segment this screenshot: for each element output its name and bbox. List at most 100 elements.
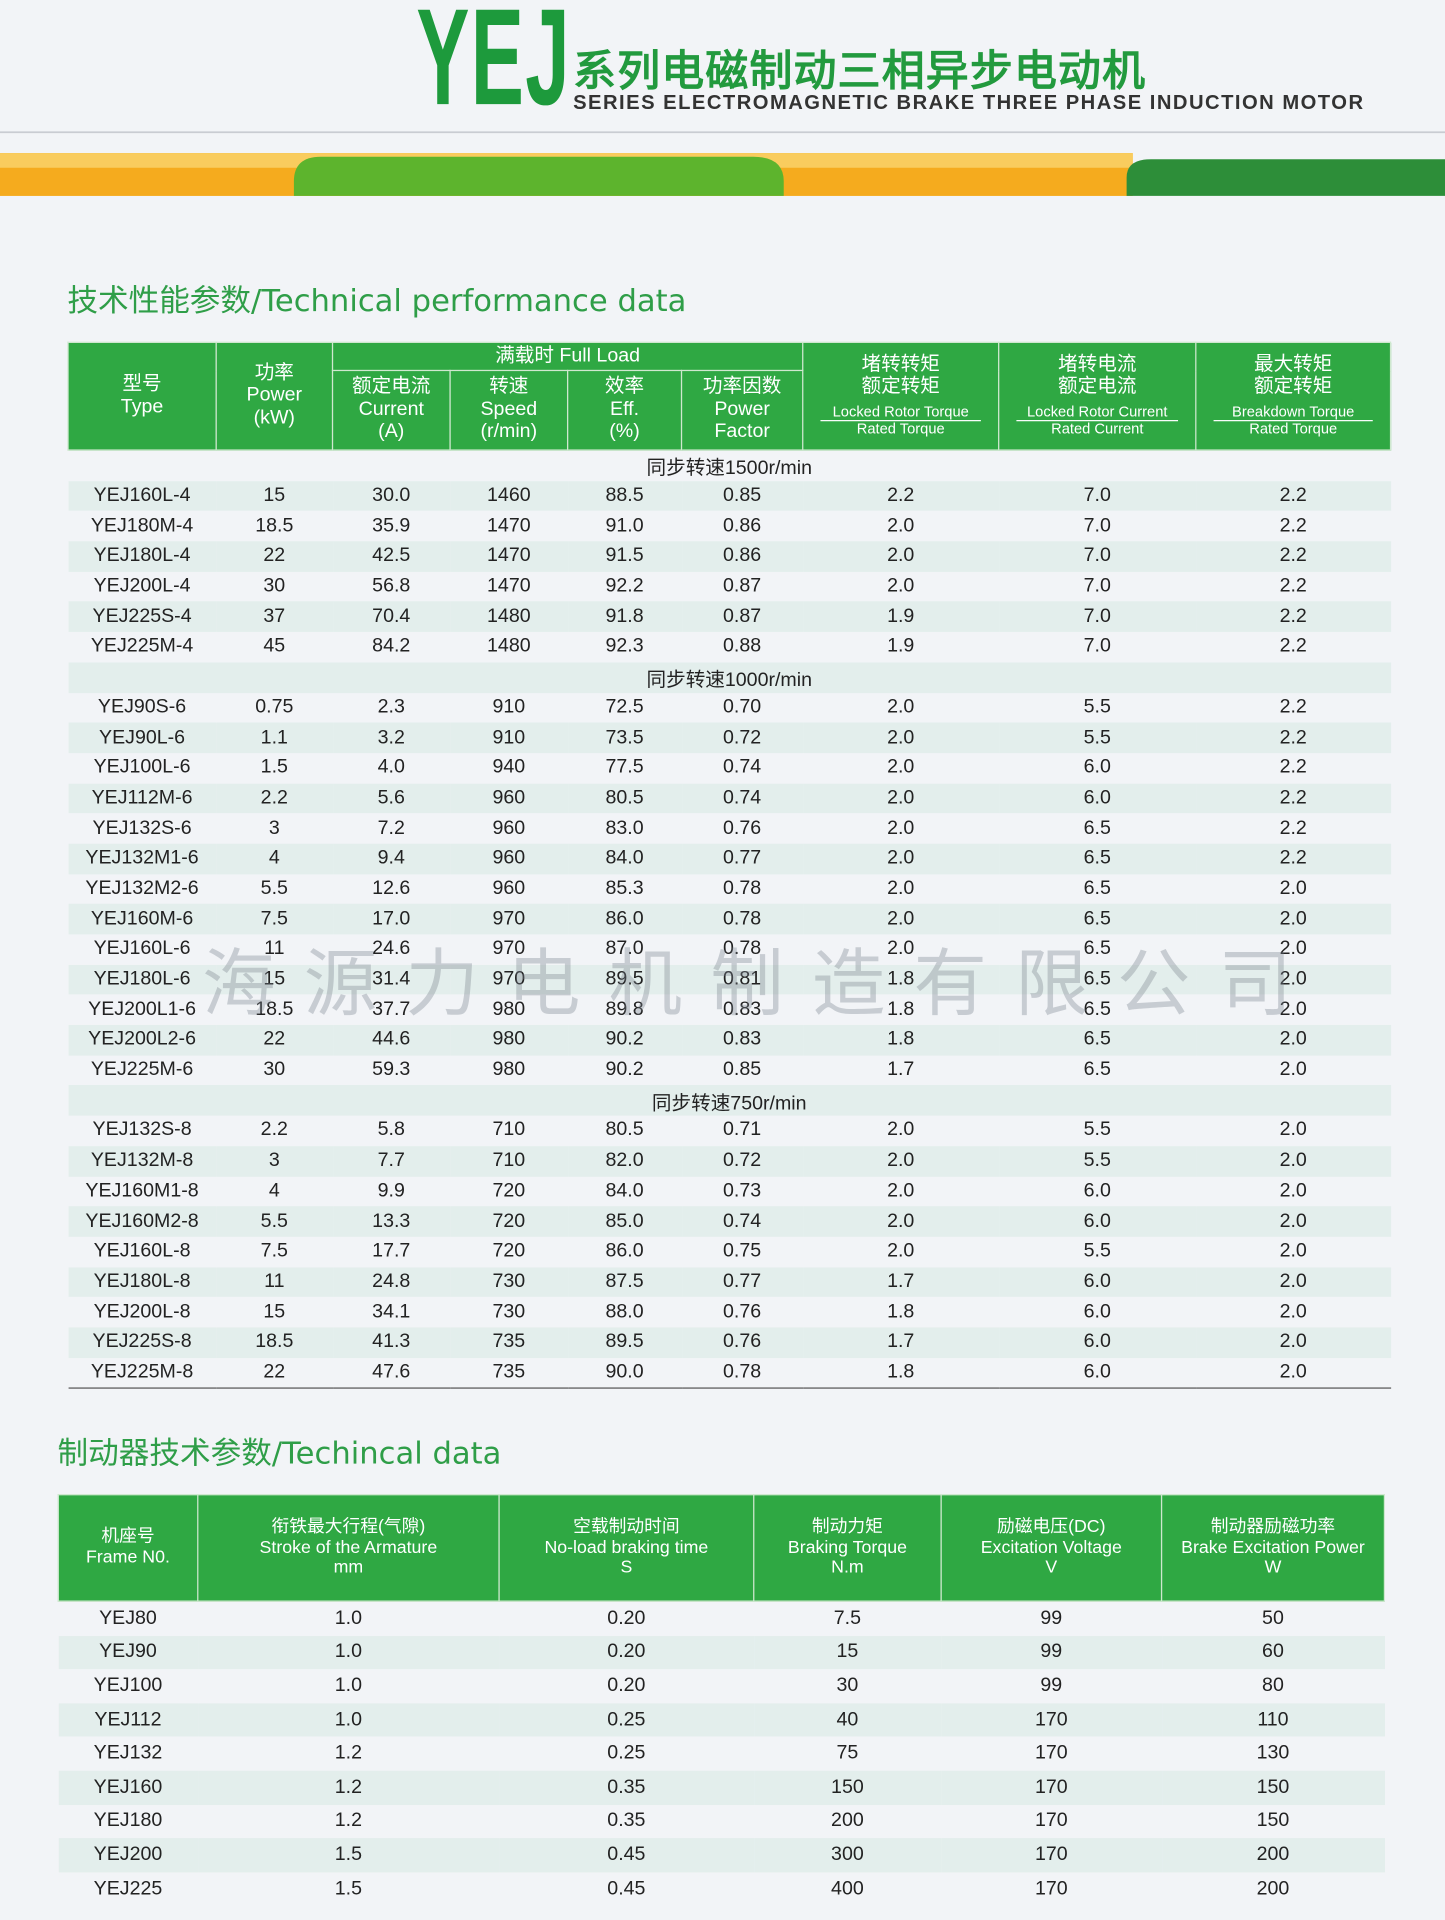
cell: 90.0 — [605, 1361, 644, 1383]
cell: 2.2 — [260, 1119, 288, 1141]
data-row: YEJ160 1.2 0.35 150 170 150 — [58, 1770, 1385, 1805]
cell: 400 — [831, 1877, 864, 1899]
cell: 6.5 — [1083, 998, 1111, 1020]
header-line: Eff. — [610, 398, 640, 420]
cell: 720 — [492, 1240, 526, 1262]
cell: 2.2 — [1279, 817, 1307, 839]
cell: 56.8 — [372, 575, 411, 597]
cell: 6.0 — [1083, 1361, 1111, 1383]
cell: 22 — [263, 545, 286, 567]
cell: 37 — [263, 605, 286, 627]
header-line: No-load braking time — [544, 1537, 709, 1558]
cell: 2.0 — [1279, 1270, 1307, 1292]
cell: 910 — [492, 726, 526, 748]
cell: 37.7 — [372, 998, 411, 1020]
cell: 170 — [1034, 1742, 1068, 1764]
cell: 1.2 — [334, 1742, 363, 1764]
cell: 9.4 — [377, 847, 405, 869]
cell: 5.5 — [1083, 1150, 1111, 1171]
cell: 735 — [492, 1361, 526, 1383]
cell: 2.2 — [1279, 787, 1307, 809]
cell: 0.76 — [723, 1301, 762, 1323]
cell: 2.0 — [887, 575, 915, 597]
cell: 88.0 — [605, 1301, 644, 1323]
data-row: YEJ225S-4 37 70.4 1480 91.8 0.87 1.9 7.0 2.2 — [67, 601, 1391, 633]
cell: 0.25 — [607, 1742, 646, 1764]
header-line: 型号 — [122, 373, 162, 395]
data-row: YEJ112 1.0 0.25 40 170 110 — [58, 1703, 1385, 1737]
cell: 720 — [492, 1180, 526, 1202]
cell: 960 — [492, 847, 526, 869]
cell: 980 — [492, 998, 526, 1020]
cell: 960 — [492, 877, 526, 899]
cell: 70.4 — [372, 605, 411, 627]
cell: 17.7 — [372, 1240, 411, 1262]
cell: 88.5 — [605, 484, 644, 506]
header-line: 堵转电流 — [1058, 353, 1137, 375]
cell: 2.0 — [1279, 1059, 1307, 1081]
cell: 2.0 — [1279, 968, 1307, 990]
cell: 80.5 — [605, 1119, 644, 1141]
cell: 3 — [268, 817, 280, 839]
header-cell: 型号 Type — [67, 341, 217, 451]
header-cell: 堵转电流 额定电流 Locked Rotor Current Rated Curren… — [998, 341, 1197, 451]
data-row: YEJ180L-4 22 42.5 1470 91.5 0.86 2.0 7.0 2.2 — [67, 541, 1391, 572]
cell: 6.0 — [1083, 757, 1111, 778]
cell: 735 — [492, 1331, 526, 1353]
header-line: mm — [333, 1558, 364, 1578]
cell: 99 — [1040, 1675, 1063, 1697]
cell: YEJ160L-8 — [93, 1240, 191, 1262]
cell: 200 — [831, 1810, 864, 1832]
cell: YEJ160 — [93, 1776, 163, 1798]
cell: 4 — [268, 847, 280, 869]
cell: 2.2 — [1279, 696, 1307, 718]
header-line: Brake Excitation Power — [1181, 1537, 1365, 1558]
cell: 5.5 — [1083, 696, 1111, 718]
header-line: N.m — [831, 1558, 864, 1578]
data-row: YEJ100L-6 1.5 4.0 940 77.5 0.74 2.0 6.0 2.2 — [68, 753, 1391, 783]
cell: 0.72 — [723, 726, 762, 748]
data-row: YEJ225M-6 30 59.3 980 90.2 0.85 1.7 6.5 2.0 — [68, 1055, 1391, 1085]
cell: 2.0 — [887, 938, 915, 960]
cell: 960 — [492, 817, 526, 839]
header-cell: 空载制动时间 No-load braking time S — [498, 1493, 755, 1602]
header-cell: 最大转矩 额定转矩 Breakdown Torque Rated Torque — [1195, 341, 1392, 451]
cell: YEJ180M-4 — [90, 515, 194, 537]
cell: 1.0 — [334, 1607, 363, 1629]
group-row: 同步转速1500r/min — [68, 450, 1391, 481]
cell: 82.0 — [605, 1150, 644, 1171]
cell: YEJ90 — [99, 1641, 157, 1663]
cell: 40 — [836, 1708, 859, 1730]
header-line: 额定电流 — [1058, 376, 1137, 398]
header-line: V — [1045, 1558, 1058, 1578]
cell: 1.9 — [887, 605, 915, 627]
cell: 1.7 — [887, 1270, 915, 1292]
cell: 730 — [492, 1301, 526, 1323]
cell: 90.2 — [605, 1059, 644, 1081]
header-line: Power — [246, 384, 303, 406]
cell: 59.3 — [372, 1059, 411, 1081]
data-row: YEJ132 1.2 0.25 75 170 130 — [58, 1737, 1384, 1771]
cell: YEJ100L-6 — [93, 757, 191, 778]
cell: 2.2 — [1279, 726, 1307, 748]
group-row: 同步转速1000r/min — [67, 662, 1391, 693]
cell: 92.2 — [605, 575, 644, 597]
cell: 7.5 — [833, 1607, 862, 1629]
cell: 980 — [492, 1029, 526, 1050]
cell: 2.2 — [1279, 605, 1307, 627]
cell: 1.7 — [887, 1331, 915, 1353]
cell: 1470 — [487, 515, 531, 537]
data-row: YEJ200L2-6 22 44.6 980 90.2 0.83 1.8 6.5 2.0 — [67, 1025, 1391, 1056]
cell: YEJ112M-6 — [91, 787, 193, 809]
cell: 18.5 — [255, 515, 294, 537]
cell: 2.0 — [887, 515, 915, 537]
cell: 7.7 — [377, 1150, 405, 1171]
cell: YEJ225M-6 — [90, 1059, 194, 1081]
header-row: 额定电流 Current (A) 转速 Speed (r/min) 效率 Eff. (%) 功率因… — [68, 369, 1391, 451]
header-line: W — [1264, 1558, 1282, 1578]
header-line: Rated Current — [1051, 420, 1144, 438]
cell: 2.0 — [1279, 1180, 1307, 1202]
cell: 84.2 — [372, 636, 411, 657]
cell: 6.5 — [1083, 847, 1111, 869]
cell: 1.5 — [334, 1877, 363, 1899]
